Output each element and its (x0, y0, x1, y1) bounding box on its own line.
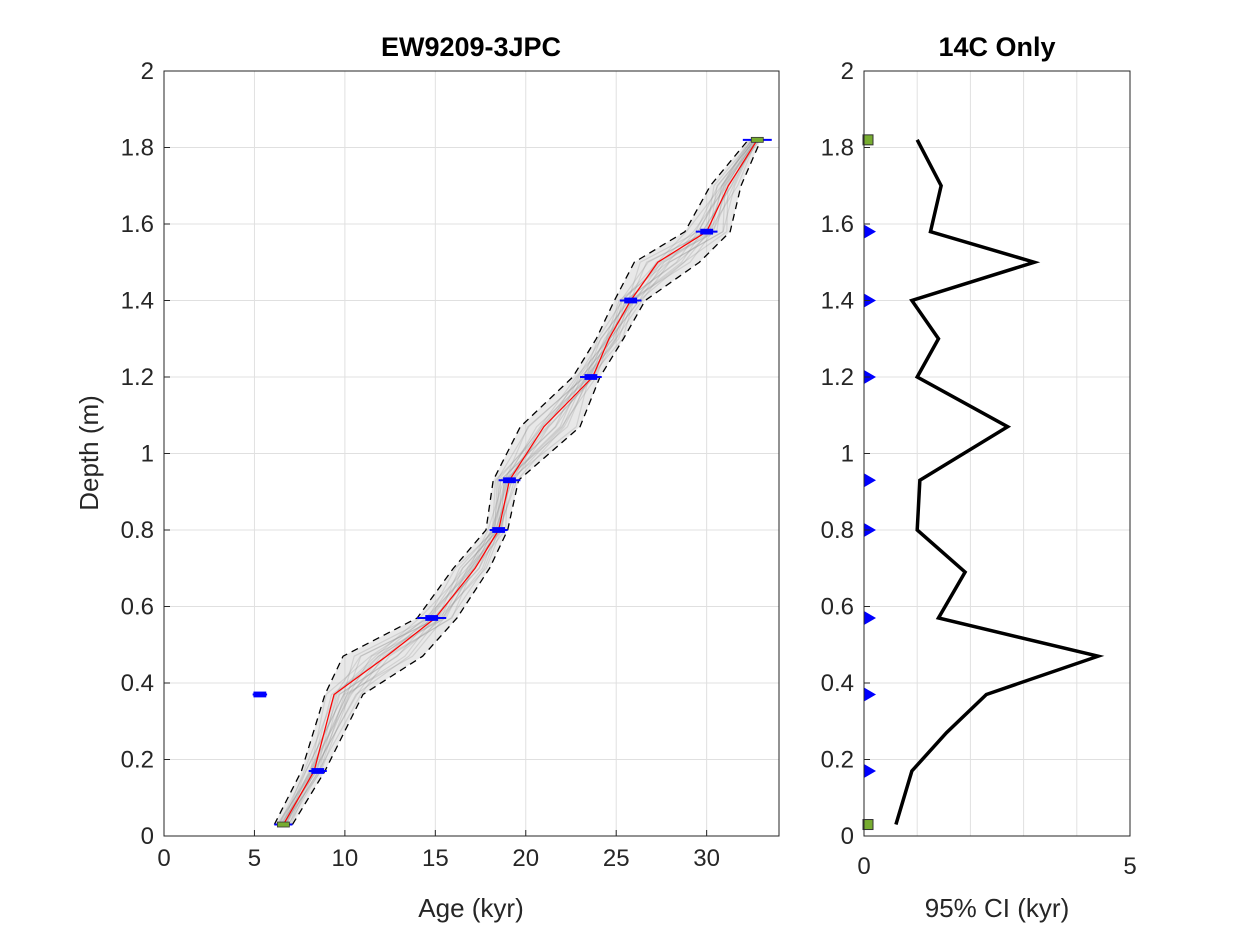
left-y-tick-label-2: 0.4 (121, 670, 154, 697)
radiocarbon-marker-1 (864, 763, 876, 778)
lower-bound-line (273, 139, 749, 825)
upper-bound-line (291, 139, 762, 825)
ensemble-realization-7 (279, 139, 757, 825)
right-x-tick-label-1: 5 (1123, 853, 1136, 880)
median-line (282, 139, 758, 825)
ensemble-realization-16 (290, 139, 756, 825)
left-y-tick-label-3: 0.6 (121, 594, 154, 621)
right-x-tick-label-0: 0 (857, 853, 870, 880)
date-point-1 (308, 768, 327, 774)
radiocarbon-marker-3 (864, 610, 876, 625)
right-date-markers (862, 134, 876, 831)
date-point-3 (417, 615, 447, 621)
radiocarbon-marker-2 (864, 687, 876, 702)
date-marker-2 (253, 691, 267, 698)
right-y-tick-label-0: 0 (841, 823, 854, 850)
ensemble-realization-15 (287, 139, 757, 825)
right-y-tick-label-1: 0.2 (821, 747, 854, 774)
left-x-tick-label-4: 20 (512, 845, 539, 872)
right-y-tick-label-2: 0.4 (821, 670, 854, 697)
ensemble-realization-4 (282, 139, 753, 825)
date-point-9 (742, 136, 772, 143)
date-marker-1 (311, 768, 325, 774)
ensemble-realization-1 (282, 139, 750, 825)
date-marker-0 (276, 821, 290, 828)
left-x-tick-label-1: 5 (248, 845, 261, 872)
right-y-tick-label-10: 2 (841, 58, 854, 85)
ensemble-realization-12 (288, 139, 755, 825)
age-depth-panel: EW9209-3JPC 0 5 10 15 20 25 30 0 0.2 0.4 0.6 0.8 1 1… (74, 32, 780, 923)
right-y-tick-label-5: 1 (841, 441, 854, 468)
right-x-axis-label: 95% CI (kyr) (925, 893, 1069, 923)
left-x-axis-label: Age (kyr) (418, 893, 523, 923)
left-y-tick-label-10: 2 (141, 58, 154, 85)
ensemble-realization-9 (284, 139, 755, 825)
right-grid (864, 70, 1130, 836)
ensemble-realization-11 (283, 139, 757, 825)
left-y-tick-label-7: 1.4 (121, 288, 154, 315)
left-x-ticks: 0 5 10 15 20 25 30 (157, 830, 720, 872)
left-y-axis-label: Depth (m) (74, 395, 104, 511)
left-y-tick-label-6: 1.2 (121, 364, 154, 391)
left-x-tick-label-5: 25 (603, 845, 630, 872)
tiepoint-marker-9 (862, 134, 874, 146)
left-grid (164, 70, 779, 836)
left-chart-title: EW9209-3JPC (381, 32, 561, 62)
radiocarbon-marker-5 (864, 473, 876, 488)
date-marker-8 (700, 228, 714, 235)
date-point-4 (489, 527, 508, 533)
left-y-tick-label-5: 1 (141, 441, 154, 468)
right-series-lines (894, 139, 1105, 826)
left-x-tick-label-3: 15 (422, 845, 449, 872)
date-marker-3 (425, 615, 439, 621)
ensemble-realization-13 (285, 139, 758, 825)
ensemble-realization-6 (278, 139, 756, 825)
left-y-ticks: 0 0.2 0.4 0.6 0.8 1 1.2 1.4 1.6 1.8 2 (121, 58, 170, 850)
left-y-tick-label-9: 1.8 (121, 135, 154, 162)
ensemble-realization-14 (282, 139, 760, 825)
ci-line (894, 139, 1105, 826)
date-marker-5 (503, 477, 516, 484)
ensemble-realization-0 (277, 139, 752, 825)
left-y-tick-label-4: 0.8 (121, 517, 154, 544)
left-x-tick-label-2: 10 (332, 845, 359, 872)
date-point-8 (695, 228, 718, 235)
right-y-tick-label-9: 1.8 (821, 135, 854, 162)
right-y-tick-label-7: 1.4 (821, 288, 854, 315)
date-marker-7 (624, 297, 638, 304)
right-chart-title: 14C Only (938, 32, 1055, 62)
left-y-tick-label-1: 0.2 (121, 747, 154, 774)
right-y-tick-label-6: 1.2 (821, 364, 854, 391)
right-y-tick-label-4: 0.8 (821, 517, 854, 544)
left-series-lines (273, 139, 762, 825)
date-point-2 (252, 691, 268, 698)
date-marker-4 (492, 527, 506, 533)
left-y-tick-label-0: 0 (141, 823, 154, 850)
right-y-ticks: 0 0.2 0.4 0.6 0.8 1 1.2 1.4 1.6 1.8 2 (821, 58, 870, 850)
date-point-7 (619, 297, 642, 304)
left-x-tick-label-0: 0 (157, 845, 170, 872)
right-y-tick-label-3: 0.6 (821, 594, 854, 621)
date-point-0 (274, 821, 293, 828)
date-point-6 (580, 374, 602, 380)
left-y-tick-label-8: 1.6 (121, 211, 154, 238)
right-y-tick-label-8: 1.6 (821, 211, 854, 238)
ensemble-realization-2 (278, 139, 753, 825)
ensemble-realization-17 (285, 139, 760, 825)
date-marker-9 (750, 136, 764, 143)
date-markers (252, 136, 772, 828)
date-point-5 (498, 477, 521, 484)
left-x-tick-label-6: 30 (693, 845, 720, 872)
tiepoint-marker-0 (862, 819, 874, 831)
radiocarbon-marker-8 (864, 224, 876, 239)
date-marker-6 (584, 374, 598, 380)
